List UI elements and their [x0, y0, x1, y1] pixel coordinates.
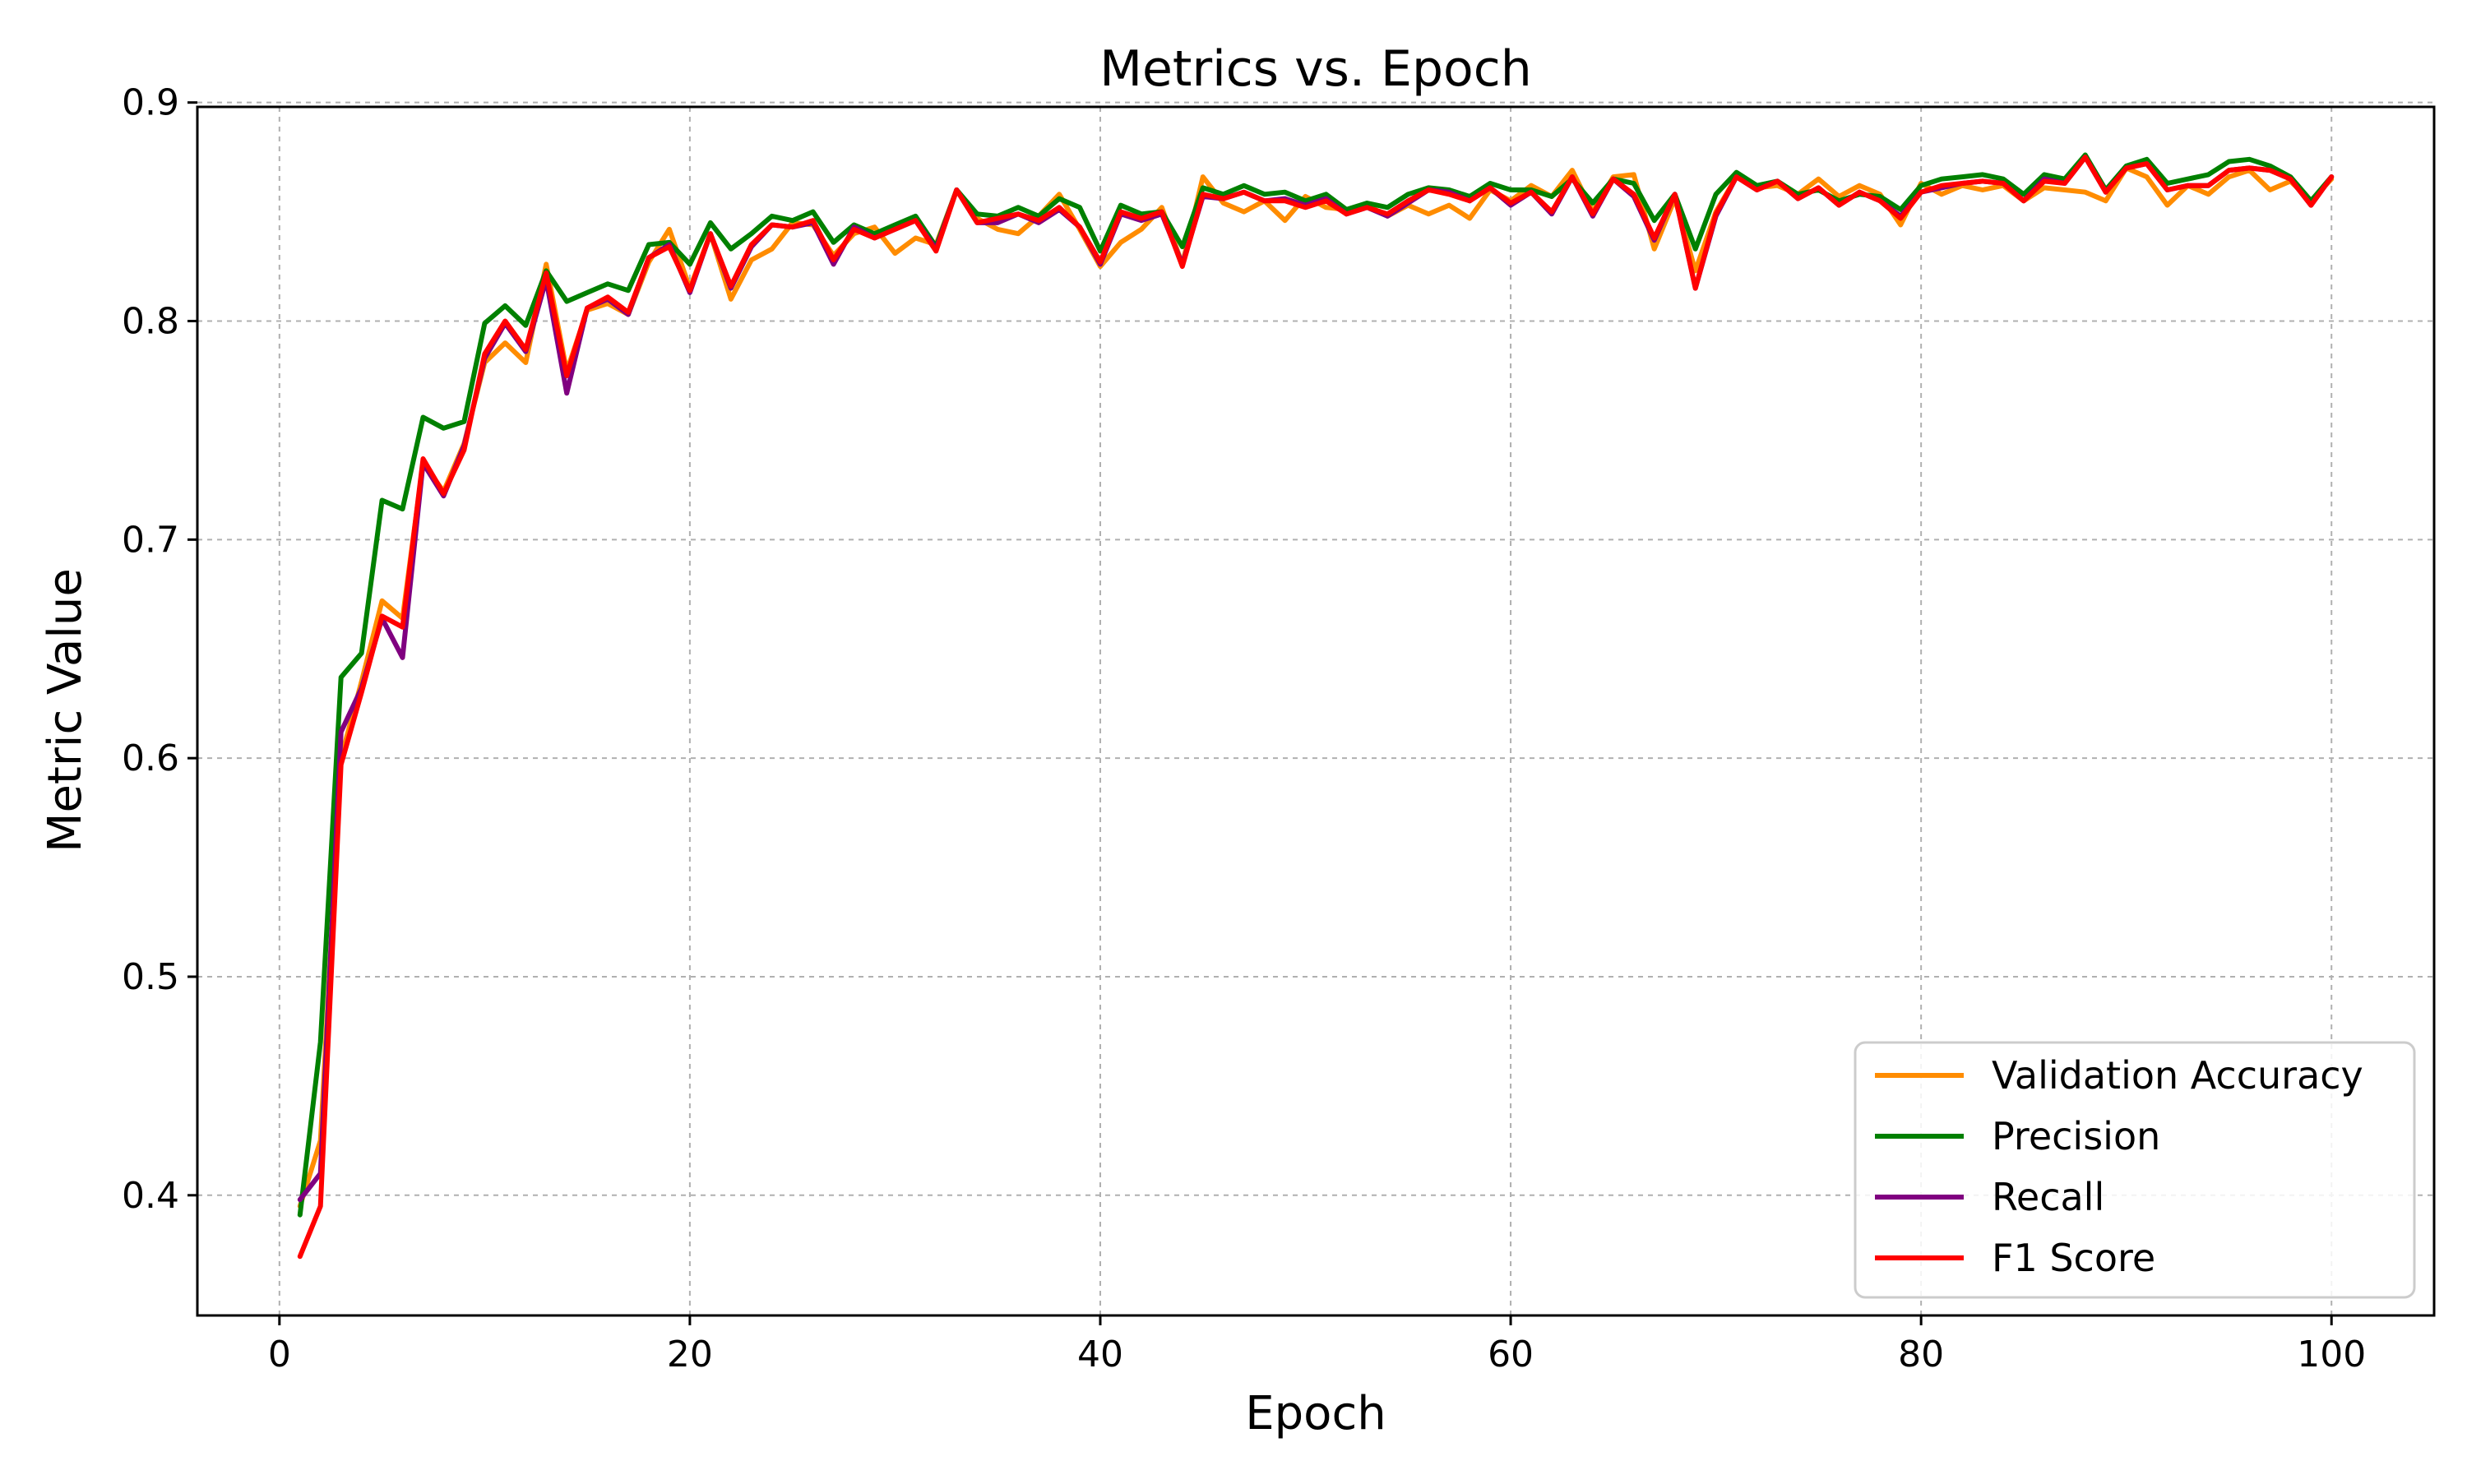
legend: Validation Accuracy Precision Recall F1 …	[1854, 1041, 2416, 1299]
legend-label-validation-accuracy: Validation Accuracy	[1992, 1053, 2363, 1098]
axis-ticks: 0 20 40 60 80 100 0.4 0.5 0.6 0.7 0.8 0.9	[122, 82, 2366, 1375]
y-axis-label: Metric Value	[39, 568, 92, 853]
legend-item-precision: Precision	[1875, 1114, 2160, 1158]
y-tick-label: 0.7	[122, 519, 179, 561]
legend-item-validation-accuracy: Validation Accuracy	[1875, 1053, 2363, 1098]
x-tick-label: 60	[1488, 1334, 1534, 1375]
legend-label-f1-score: F1 Score	[1992, 1236, 2155, 1280]
x-tick-label: 80	[1898, 1334, 1944, 1375]
legend-box	[1854, 1041, 2416, 1299]
x-tick-label: 0	[268, 1334, 291, 1375]
legend-label-precision: Precision	[1992, 1114, 2160, 1158]
plot-area-frame	[196, 105, 2436, 1317]
series-line-precision	[297, 152, 2335, 1218]
x-tick-label: 100	[2297, 1334, 2366, 1375]
legend-label-recall: Recall	[1992, 1175, 2104, 1219]
chart-title: Metrics vs. Epoch	[1099, 40, 1532, 98]
y-tick-label: 0.6	[122, 737, 179, 779]
x-tick-label: 20	[667, 1334, 713, 1375]
series-lines	[297, 152, 2335, 1260]
x-tick-label: 40	[1077, 1334, 1123, 1375]
x-axis-label: Epoch	[1245, 1387, 1386, 1440]
legend-item-f1-score: F1 Score	[1875, 1236, 2155, 1280]
gridlines	[197, 101, 2434, 1315]
y-tick-label: 0.5	[122, 956, 179, 998]
y-tick-label: 0.4	[122, 1175, 179, 1217]
y-tick-label: 0.9	[122, 82, 179, 124]
y-tick-label: 0.8	[122, 301, 179, 343]
series-line-f1-score	[297, 155, 2335, 1260]
legend-item-recall: Recall	[1875, 1175, 2104, 1219]
